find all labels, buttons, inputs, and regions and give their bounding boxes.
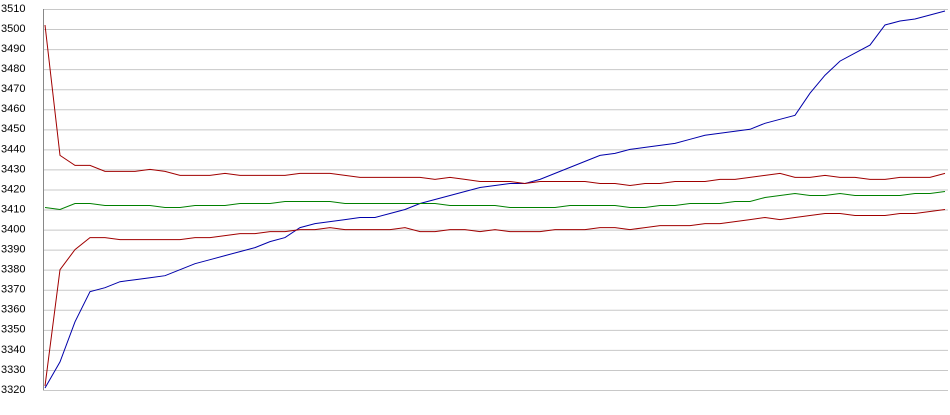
y-tick-label: 3410 bbox=[1, 203, 25, 215]
y-tick-label: 3440 bbox=[1, 143, 25, 155]
series-line bbox=[44, 10, 946, 389]
y-tick-label: 3430 bbox=[1, 163, 25, 175]
y-tick-label: 3450 bbox=[1, 123, 25, 135]
y-tick-label: 3500 bbox=[1, 23, 25, 35]
y-tick-label: 3420 bbox=[1, 183, 25, 195]
y-tick-label: 3460 bbox=[1, 103, 25, 115]
y-tick-label: 3360 bbox=[1, 304, 25, 316]
y-tick-label: 3350 bbox=[1, 324, 25, 336]
y-tick-label: 3320 bbox=[1, 384, 25, 396]
y-tick-label: 3490 bbox=[1, 43, 25, 55]
series-line bbox=[44, 24, 946, 187]
y-tick-label: 3390 bbox=[1, 244, 25, 256]
y-tick-label: 3400 bbox=[1, 223, 25, 235]
series-line bbox=[44, 191, 946, 211]
y-tick-label: 3510 bbox=[1, 3, 25, 15]
y-tick-label: 3480 bbox=[1, 63, 25, 75]
y-tick-label: 3380 bbox=[1, 264, 25, 276]
y-tick-label: 3340 bbox=[1, 344, 25, 356]
y-tick-label: 3470 bbox=[1, 83, 25, 95]
y-tick-label: 3330 bbox=[1, 364, 25, 376]
series-line bbox=[44, 209, 946, 387]
y-tick-label: 3370 bbox=[1, 284, 25, 296]
